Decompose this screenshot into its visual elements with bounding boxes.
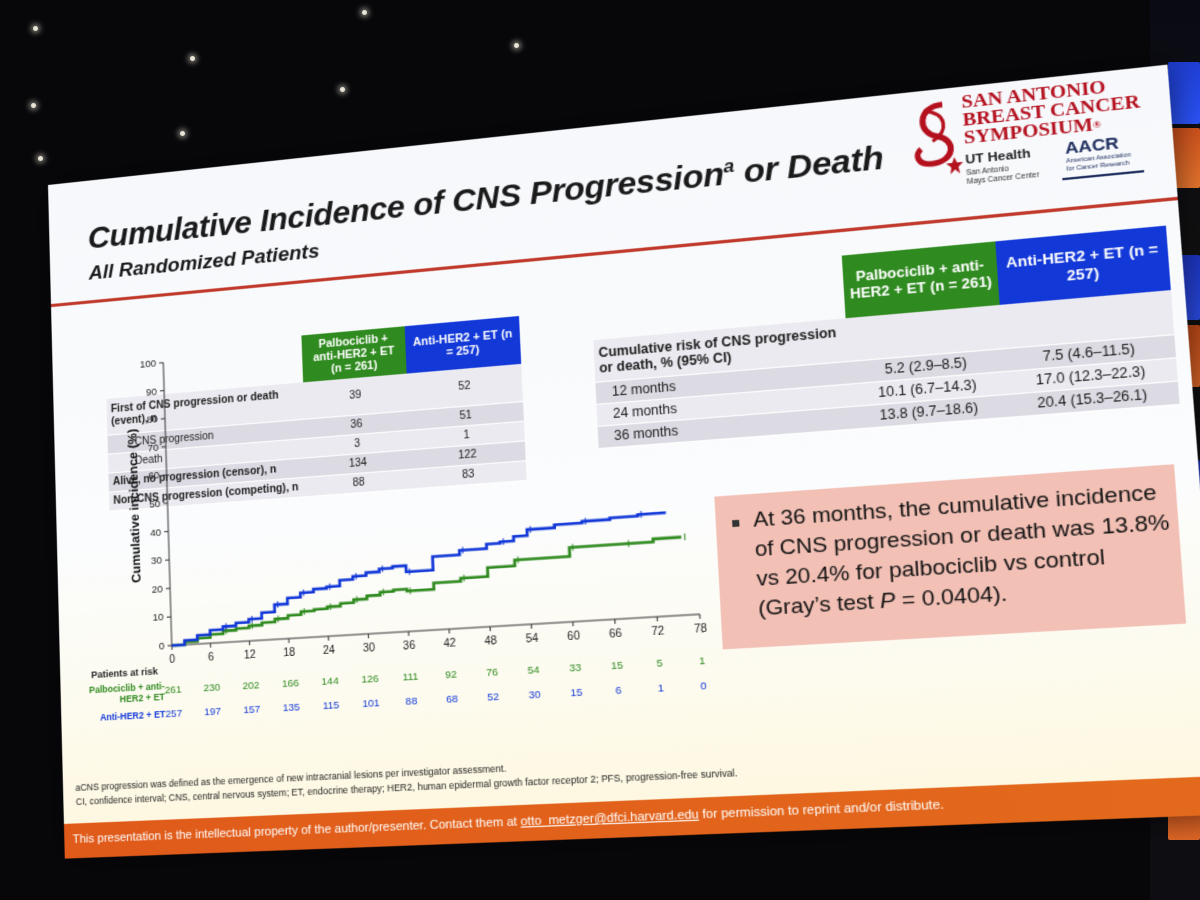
callout-p-value: = 0.0404).	[895, 582, 1008, 613]
y-axis-line	[163, 363, 172, 646]
contact-email-link[interactable]: otto_metzger@dfci.harvard.edu	[520, 808, 699, 829]
copyright-text: This presentation is the intellectual pr…	[72, 798, 944, 846]
at-risk-count: 33	[558, 661, 593, 675]
bullet-icon	[732, 520, 739, 527]
x-tick-label: 24	[323, 645, 336, 658]
x-tick-label: 42	[443, 638, 456, 651]
uthealth-label: UT Health	[965, 147, 1031, 167]
at-risk-count: 76	[475, 666, 509, 680]
at-risk-count: 1	[684, 654, 720, 668]
x-tick-label: 60	[567, 630, 581, 643]
at-risk-count: 30	[517, 688, 552, 702]
x-tick-label: 36	[403, 640, 416, 653]
x-tick-label: 66	[609, 628, 623, 641]
at-risk-count: 202	[235, 679, 267, 693]
ceiling-light	[362, 10, 367, 15]
title-tail: or Death	[733, 140, 884, 192]
at-risk-count: 101	[354, 697, 387, 711]
result-callout: At 36 months, the cumulative incidence o…	[714, 464, 1186, 649]
at-risk-count: 92	[434, 668, 468, 682]
logo-registered-mark: ®	[1092, 118, 1101, 130]
y-tick-label: 0	[159, 641, 165, 653]
ceiling-light	[31, 103, 36, 108]
at-risk-count: 261	[157, 684, 189, 698]
at-risk-count: 115	[314, 699, 347, 713]
copyright-band: This presentation is the intellectual pr…	[64, 776, 1200, 859]
ceiling-light	[340, 87, 345, 92]
y-tick-label: 70	[147, 442, 158, 454]
at-risk-row-label: Palbociclib + anti-HER2 + ET	[81, 681, 165, 707]
x-tick-label: 6	[208, 652, 215, 664]
y-tick-label: 10	[152, 612, 163, 624]
ceiling-light	[180, 131, 185, 136]
at-risk-row-label: Anti-HER2 + ET	[82, 709, 166, 724]
sabcs-logo: SAN ANTONIO BREAST CANCER SYMPOSIUM® UT …	[906, 72, 1171, 215]
y-tick-label: 40	[150, 527, 161, 539]
chart-axes: 0 6 12 18 24 30 36 42 48 54 60 66 72 78 0 10 20 30 40 50 60 7…	[123, 311, 709, 676]
y-tick-label: 60	[148, 470, 159, 482]
at-risk-count: 197	[197, 705, 229, 719]
copyright-pre: This presentation is the intellectual pr…	[72, 815, 520, 846]
at-risk-count: 257	[158, 707, 190, 721]
ceiling-light	[38, 156, 43, 161]
y-tick-label: 100	[140, 358, 157, 371]
at-risk-count: 157	[236, 703, 269, 717]
x-tick-label: 18	[283, 647, 296, 660]
at-risk-count: 15	[559, 686, 594, 700]
at-risk-count: 126	[353, 673, 386, 687]
at-risk-count: 68	[435, 693, 469, 707]
at-risk-count: 1	[643, 682, 678, 696]
x-tick-label: 54	[525, 633, 539, 646]
at-risk-count: 6	[601, 684, 636, 698]
x-tick-label: 78	[694, 623, 708, 636]
cumulative-incidence-chart: 0 6 12 18 24 30 36 42 48 54 60 66 72 78 0 10 20 30 40 50 60 7…	[51, 258, 718, 676]
at-risk-count: 15	[600, 659, 635, 673]
x-tick-label: 48	[484, 635, 497, 648]
y-tick-label: 80	[147, 414, 158, 426]
at-risk-count: 135	[275, 701, 308, 715]
star-icon	[946, 156, 964, 176]
at-risk-count: 0	[686, 679, 722, 693]
copyright-post: for permission to reprint and/or distrib…	[698, 798, 944, 822]
at-risk-count: 111	[394, 670, 428, 684]
control-curve	[169, 513, 671, 646]
ceiling-light	[514, 43, 519, 48]
y-axis-label: Cumulative incidence (%)	[125, 428, 144, 583]
y-tick-label: 20	[152, 584, 163, 596]
y-tick-label: 50	[149, 498, 160, 510]
at-risk-count: 54	[516, 664, 551, 678]
title-main: Cumulative Incidence of CNS Progression	[87, 156, 724, 256]
callout-text: At 36 months, the cumulative incidence o…	[752, 478, 1176, 625]
presentation-slide: Cumulative Incidence of CNS Progressiona…	[48, 65, 1200, 859]
at-risk-count: 5	[642, 657, 677, 671]
ceiling-light	[33, 26, 38, 31]
chart-series	[169, 508, 689, 645]
x-tick-label: 72	[651, 625, 665, 638]
ceiling-light	[190, 56, 195, 61]
x-tick-label: 30	[363, 642, 376, 655]
stage-display-blue	[1168, 62, 1200, 124]
at-risk-count: 52	[476, 690, 510, 704]
y-tick-label: 90	[146, 386, 157, 398]
at-risk-count: 166	[274, 677, 307, 691]
callout-p-label: P	[879, 589, 896, 614]
x-tick-label: 12	[244, 649, 257, 662]
y-tick-label: 30	[151, 555, 162, 567]
at-risk-count: 144	[314, 675, 347, 689]
at-risk-count: 230	[196, 681, 228, 695]
at-risk-count: 88	[395, 695, 429, 709]
x-tick-label: 0	[169, 654, 176, 666]
